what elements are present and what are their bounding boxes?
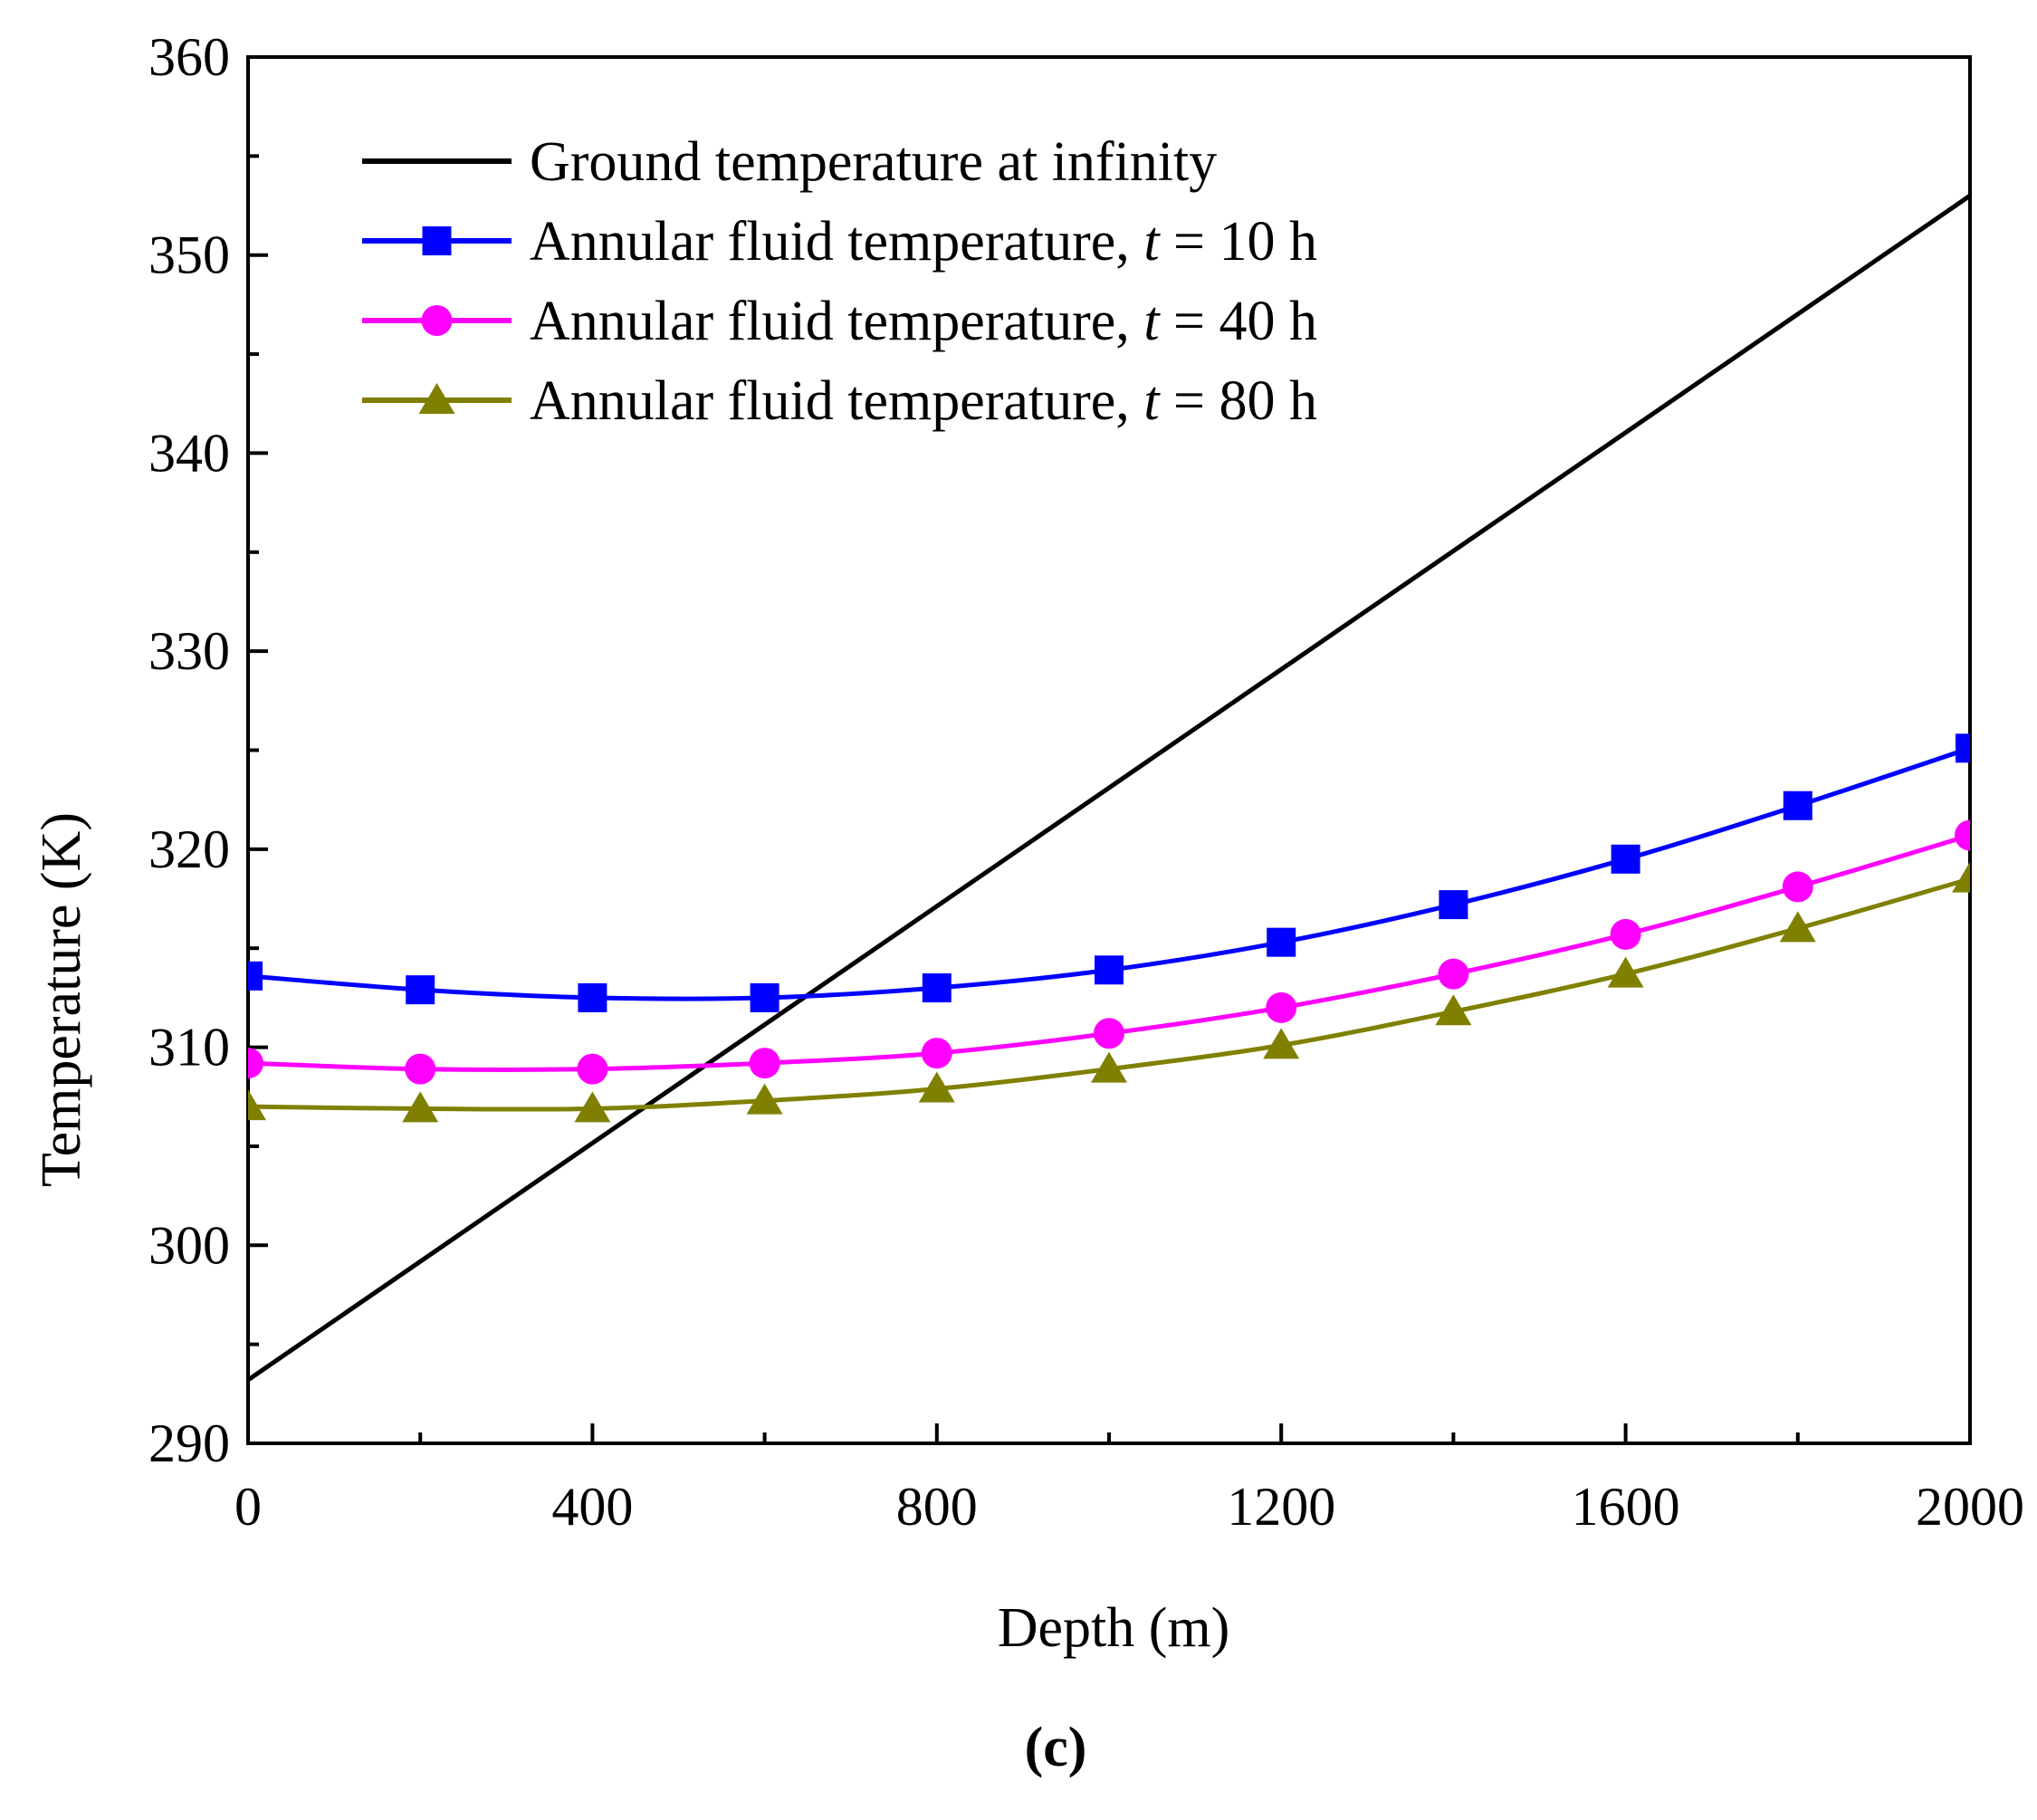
data-point xyxy=(1094,1018,1124,1049)
data-point xyxy=(406,975,435,1005)
data-point xyxy=(1782,871,1813,903)
y-tick-label: 320 xyxy=(148,819,230,879)
data-point xyxy=(750,982,779,1012)
legend-label: Annular fluid temperature, t = 80 h xyxy=(530,370,1317,432)
legend-label: Annular fluid temperature, t = 40 h xyxy=(530,291,1317,352)
series-line xyxy=(248,194,1970,1383)
y-tick-label: 290 xyxy=(148,1413,230,1473)
data-point xyxy=(922,972,952,1002)
data-point xyxy=(1266,991,1297,1023)
x-tick-label: 2000 xyxy=(1916,1477,2024,1537)
data-point xyxy=(248,961,263,991)
data-point xyxy=(248,1048,263,1079)
legend-swatch-marker xyxy=(418,383,455,414)
data-point xyxy=(1952,861,1970,893)
data-point xyxy=(574,1091,611,1123)
x-tick-label: 1600 xyxy=(1572,1477,1680,1537)
series-4 xyxy=(248,861,1970,1123)
panel-label: (c) xyxy=(1025,1717,1087,1778)
x-tick-label: 0 xyxy=(234,1477,262,1537)
series-3 xyxy=(248,819,1970,1085)
data-point xyxy=(1611,844,1640,874)
legend-item: Annular fluid temperature, t = 40 h xyxy=(362,291,1317,352)
y-tick-label: 340 xyxy=(148,423,230,483)
x-tick-label: 800 xyxy=(896,1477,978,1537)
y-tick-label: 330 xyxy=(148,621,230,681)
series-2 xyxy=(248,733,1970,1012)
data-point xyxy=(1779,911,1816,943)
data-point xyxy=(1607,956,1644,988)
data-point xyxy=(749,1048,780,1079)
y-tick-label: 310 xyxy=(148,1018,230,1078)
x-tick-label: 1200 xyxy=(1227,1477,1335,1537)
data-point xyxy=(1955,819,1970,851)
data-point xyxy=(1956,733,1970,763)
legend-label: Annular fluid temperature, t = 10 h xyxy=(530,211,1317,273)
data-point xyxy=(746,1083,783,1115)
data-point xyxy=(402,1091,439,1123)
x-axis-title: Depth (m) xyxy=(998,1597,1230,1659)
x-tick-label: 400 xyxy=(551,1477,633,1537)
data-point xyxy=(1435,994,1472,1026)
y-axis-title: Temperature (K) xyxy=(31,812,92,1187)
series-1 xyxy=(248,194,1970,1383)
legend-swatch-marker xyxy=(422,226,452,255)
y-tick-label: 360 xyxy=(148,27,230,87)
data-point xyxy=(1095,955,1124,985)
data-point xyxy=(1438,958,1469,990)
data-point xyxy=(1263,1028,1300,1059)
data-point xyxy=(405,1053,436,1085)
plot-area xyxy=(248,194,1970,1383)
data-point xyxy=(1783,790,1812,820)
data-point xyxy=(1610,918,1641,950)
data-point xyxy=(1267,927,1296,957)
y-tick-label: 350 xyxy=(148,225,230,285)
axes: 0 400 800 1200 1600 2000 290 300 310 320 330 340 350… xyxy=(148,27,2024,1537)
legend-item: Ground temperature at infinity xyxy=(362,131,1217,193)
y-tick-label: 300 xyxy=(148,1215,230,1275)
legend-label: Ground temperature at infinity xyxy=(530,131,1217,193)
data-point xyxy=(1439,890,1468,920)
data-point xyxy=(1091,1051,1127,1083)
data-point xyxy=(578,982,607,1012)
legend-swatch-marker xyxy=(421,305,453,336)
legend-item: Annular fluid temperature, t = 10 h xyxy=(362,211,1317,273)
data-point xyxy=(248,1089,266,1121)
legend: Ground temperature at infinity Annular fl… xyxy=(362,131,1317,432)
data-point xyxy=(577,1053,608,1085)
data-point xyxy=(918,1071,955,1103)
legend-item: Annular fluid temperature, t = 80 h xyxy=(362,370,1317,432)
data-point xyxy=(921,1038,952,1069)
